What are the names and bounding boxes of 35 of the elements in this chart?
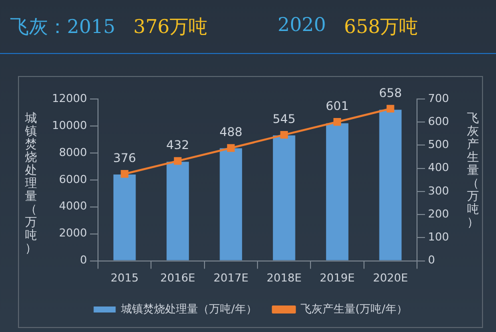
data-label: 658 [378, 86, 402, 100]
x-tick-label: 2015 [110, 271, 139, 284]
legend-label: 飞灰产生量(万吨/年） [300, 302, 408, 316]
text: 658万吨 [344, 15, 418, 40]
y-tick-label: 6000 [58, 172, 87, 186]
y-tick-label: 12000 [52, 92, 87, 105]
data-label: 432 [166, 138, 190, 152]
y2-tick-label: 600 [428, 114, 450, 128]
x-tick-label: 2016E [160, 271, 196, 284]
y2-tick-label: 300 [428, 184, 450, 198]
legend-label: 城镇焚烧处理量（万吨/年） [120, 302, 257, 316]
y-tick-label: 10000 [52, 118, 87, 132]
text: 飞灰：2015 [10, 15, 116, 40]
y-tick-label: 8000 [58, 146, 87, 159]
y2-tick-label: 700 [428, 92, 450, 105]
data-label: 488 [219, 125, 242, 140]
x-tick-label: 2019E [320, 271, 355, 284]
text: 2020 [278, 14, 326, 38]
text: 城镇焚烧处理量（万吨） [25, 111, 37, 255]
data-label: 545 [272, 112, 296, 126]
y2-tick-label: 400 [428, 161, 450, 174]
y2-tick-label: 200 [428, 207, 450, 220]
y-tick-label: 2000 [58, 226, 87, 240]
data-label: 376 [113, 151, 136, 166]
text: 376万吨 [133, 15, 208, 40]
y2-tick-label: 500 [428, 138, 450, 152]
data-label: 601 [326, 99, 349, 114]
x-tick-label: 2017E [213, 271, 248, 284]
x-tick-label: 2020E [372, 271, 408, 284]
text: 飞灰产生量（万吨） [467, 111, 479, 229]
y2-tick-label: 100 [428, 230, 450, 244]
y2-tick-label: 0 [428, 254, 436, 267]
y-tick-label: 4000 [58, 200, 87, 213]
y-tick-label: 0 [80, 254, 87, 267]
x-tick-label: 2018E [266, 271, 302, 284]
